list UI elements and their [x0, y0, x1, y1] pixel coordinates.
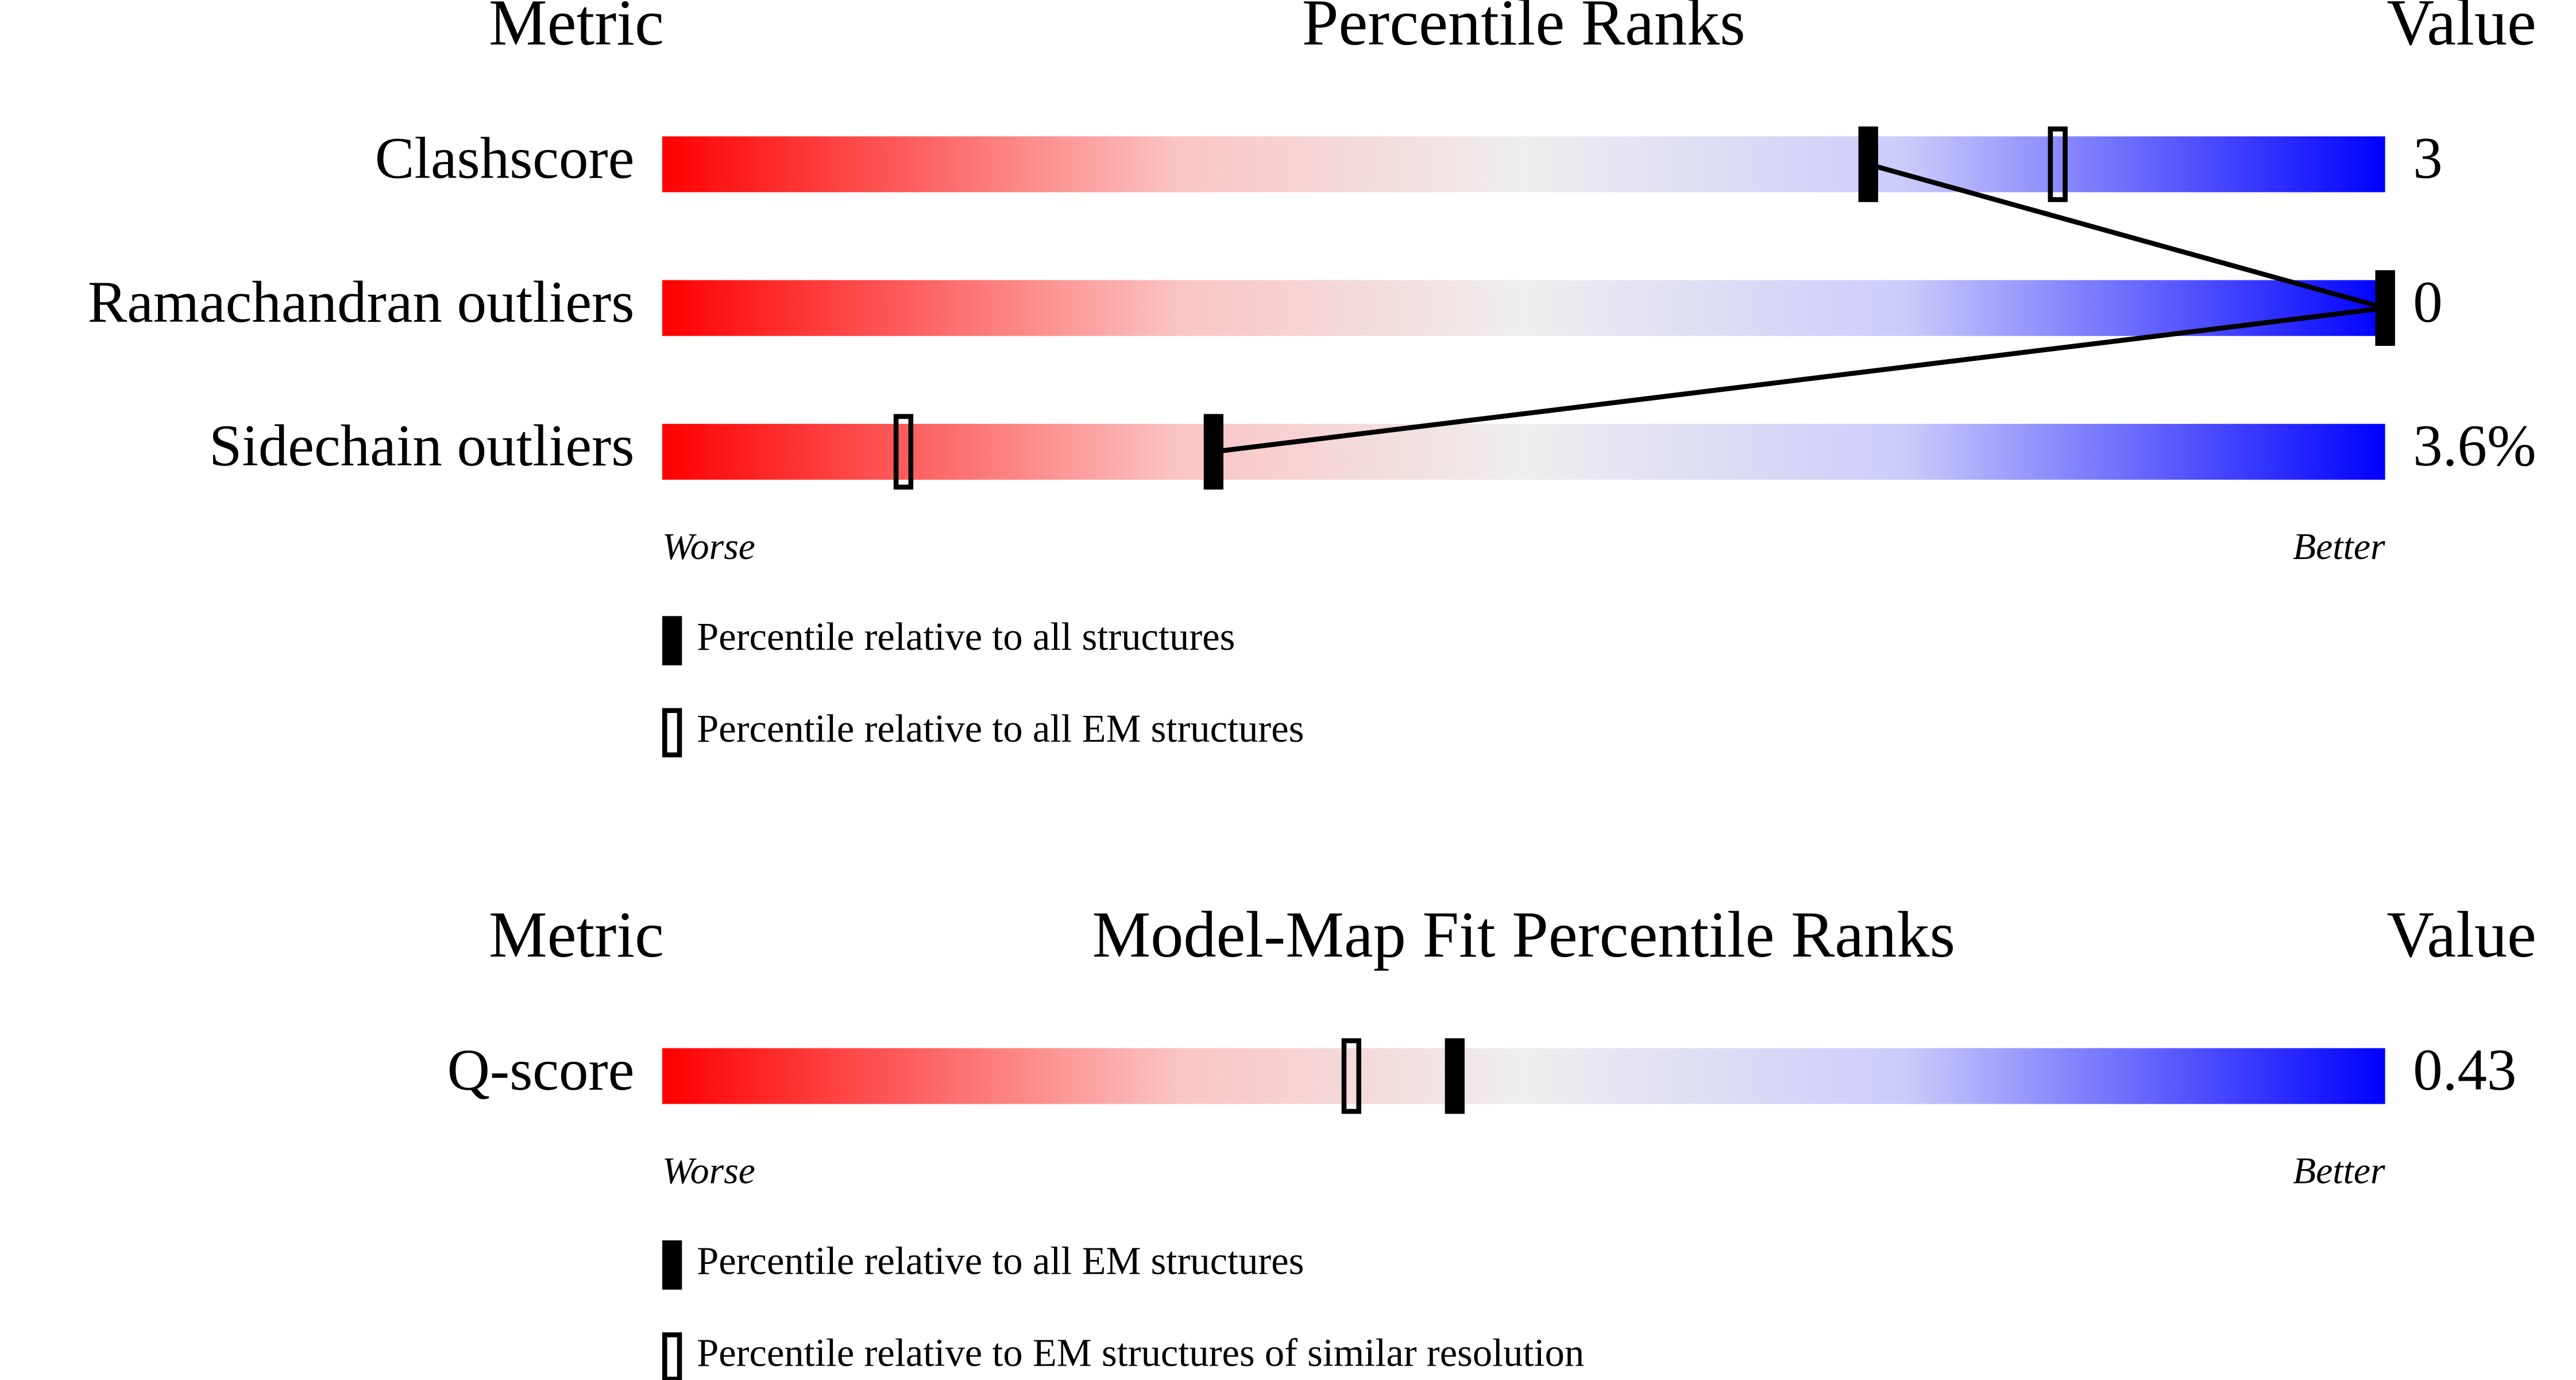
- value-label: 3.6%: [2413, 413, 2536, 479]
- legend-label: Percentile relative to all structures: [697, 615, 1235, 658]
- better-label: Better: [2293, 526, 2385, 568]
- percentile-marker-open: [2375, 270, 2395, 346]
- value-label: 0: [2413, 269, 2442, 335]
- percentile-bar: [662, 423, 2385, 480]
- percentile-marker-open: [893, 414, 914, 490]
- percentile-marker-open: [2048, 126, 2068, 202]
- percentile-bar: [662, 1048, 2385, 1104]
- percentile-marker: [1858, 126, 1878, 202]
- metric-header: Metric: [489, 898, 664, 971]
- metric-label: Clashscore: [375, 126, 635, 191]
- percentile-marker: [1203, 414, 1224, 490]
- value-header: Value: [2387, 0, 2536, 59]
- value-label: 3: [2413, 126, 2442, 191]
- legend-label: Percentile relative to all EM structures: [697, 707, 1304, 750]
- value-header: Value: [2387, 898, 2536, 971]
- chart-title: Model-Map Fit Percentile Ranks: [1092, 898, 1956, 971]
- metric-label: Q-score: [447, 1038, 635, 1103]
- legend-swatch: [662, 708, 682, 758]
- legend-label: Percentile relative to all EM structures: [697, 1239, 1304, 1283]
- legend-swatch: [662, 616, 682, 666]
- percentile-marker: [1445, 1038, 1465, 1114]
- legend-swatch: [662, 1240, 682, 1290]
- legend-label: Percentile relative to EM structures of …: [697, 1331, 1584, 1375]
- metric-header: Metric: [489, 0, 664, 59]
- metric-label: Ramachandran outliers: [88, 269, 635, 335]
- worse-label: Worse: [662, 1150, 755, 1192]
- better-label: Better: [2293, 1150, 2385, 1192]
- percentile-bar: [662, 280, 2385, 336]
- metric-label: Sidechain outliers: [209, 413, 634, 479]
- percentile-marker-open: [1341, 1038, 1362, 1114]
- value-label: 0.43: [2413, 1038, 2516, 1103]
- legend-swatch: [662, 1332, 682, 1380]
- chart-title: Percentile Ranks: [1302, 0, 1745, 59]
- percentile-bar: [662, 136, 2385, 192]
- worse-label: Worse: [662, 526, 755, 568]
